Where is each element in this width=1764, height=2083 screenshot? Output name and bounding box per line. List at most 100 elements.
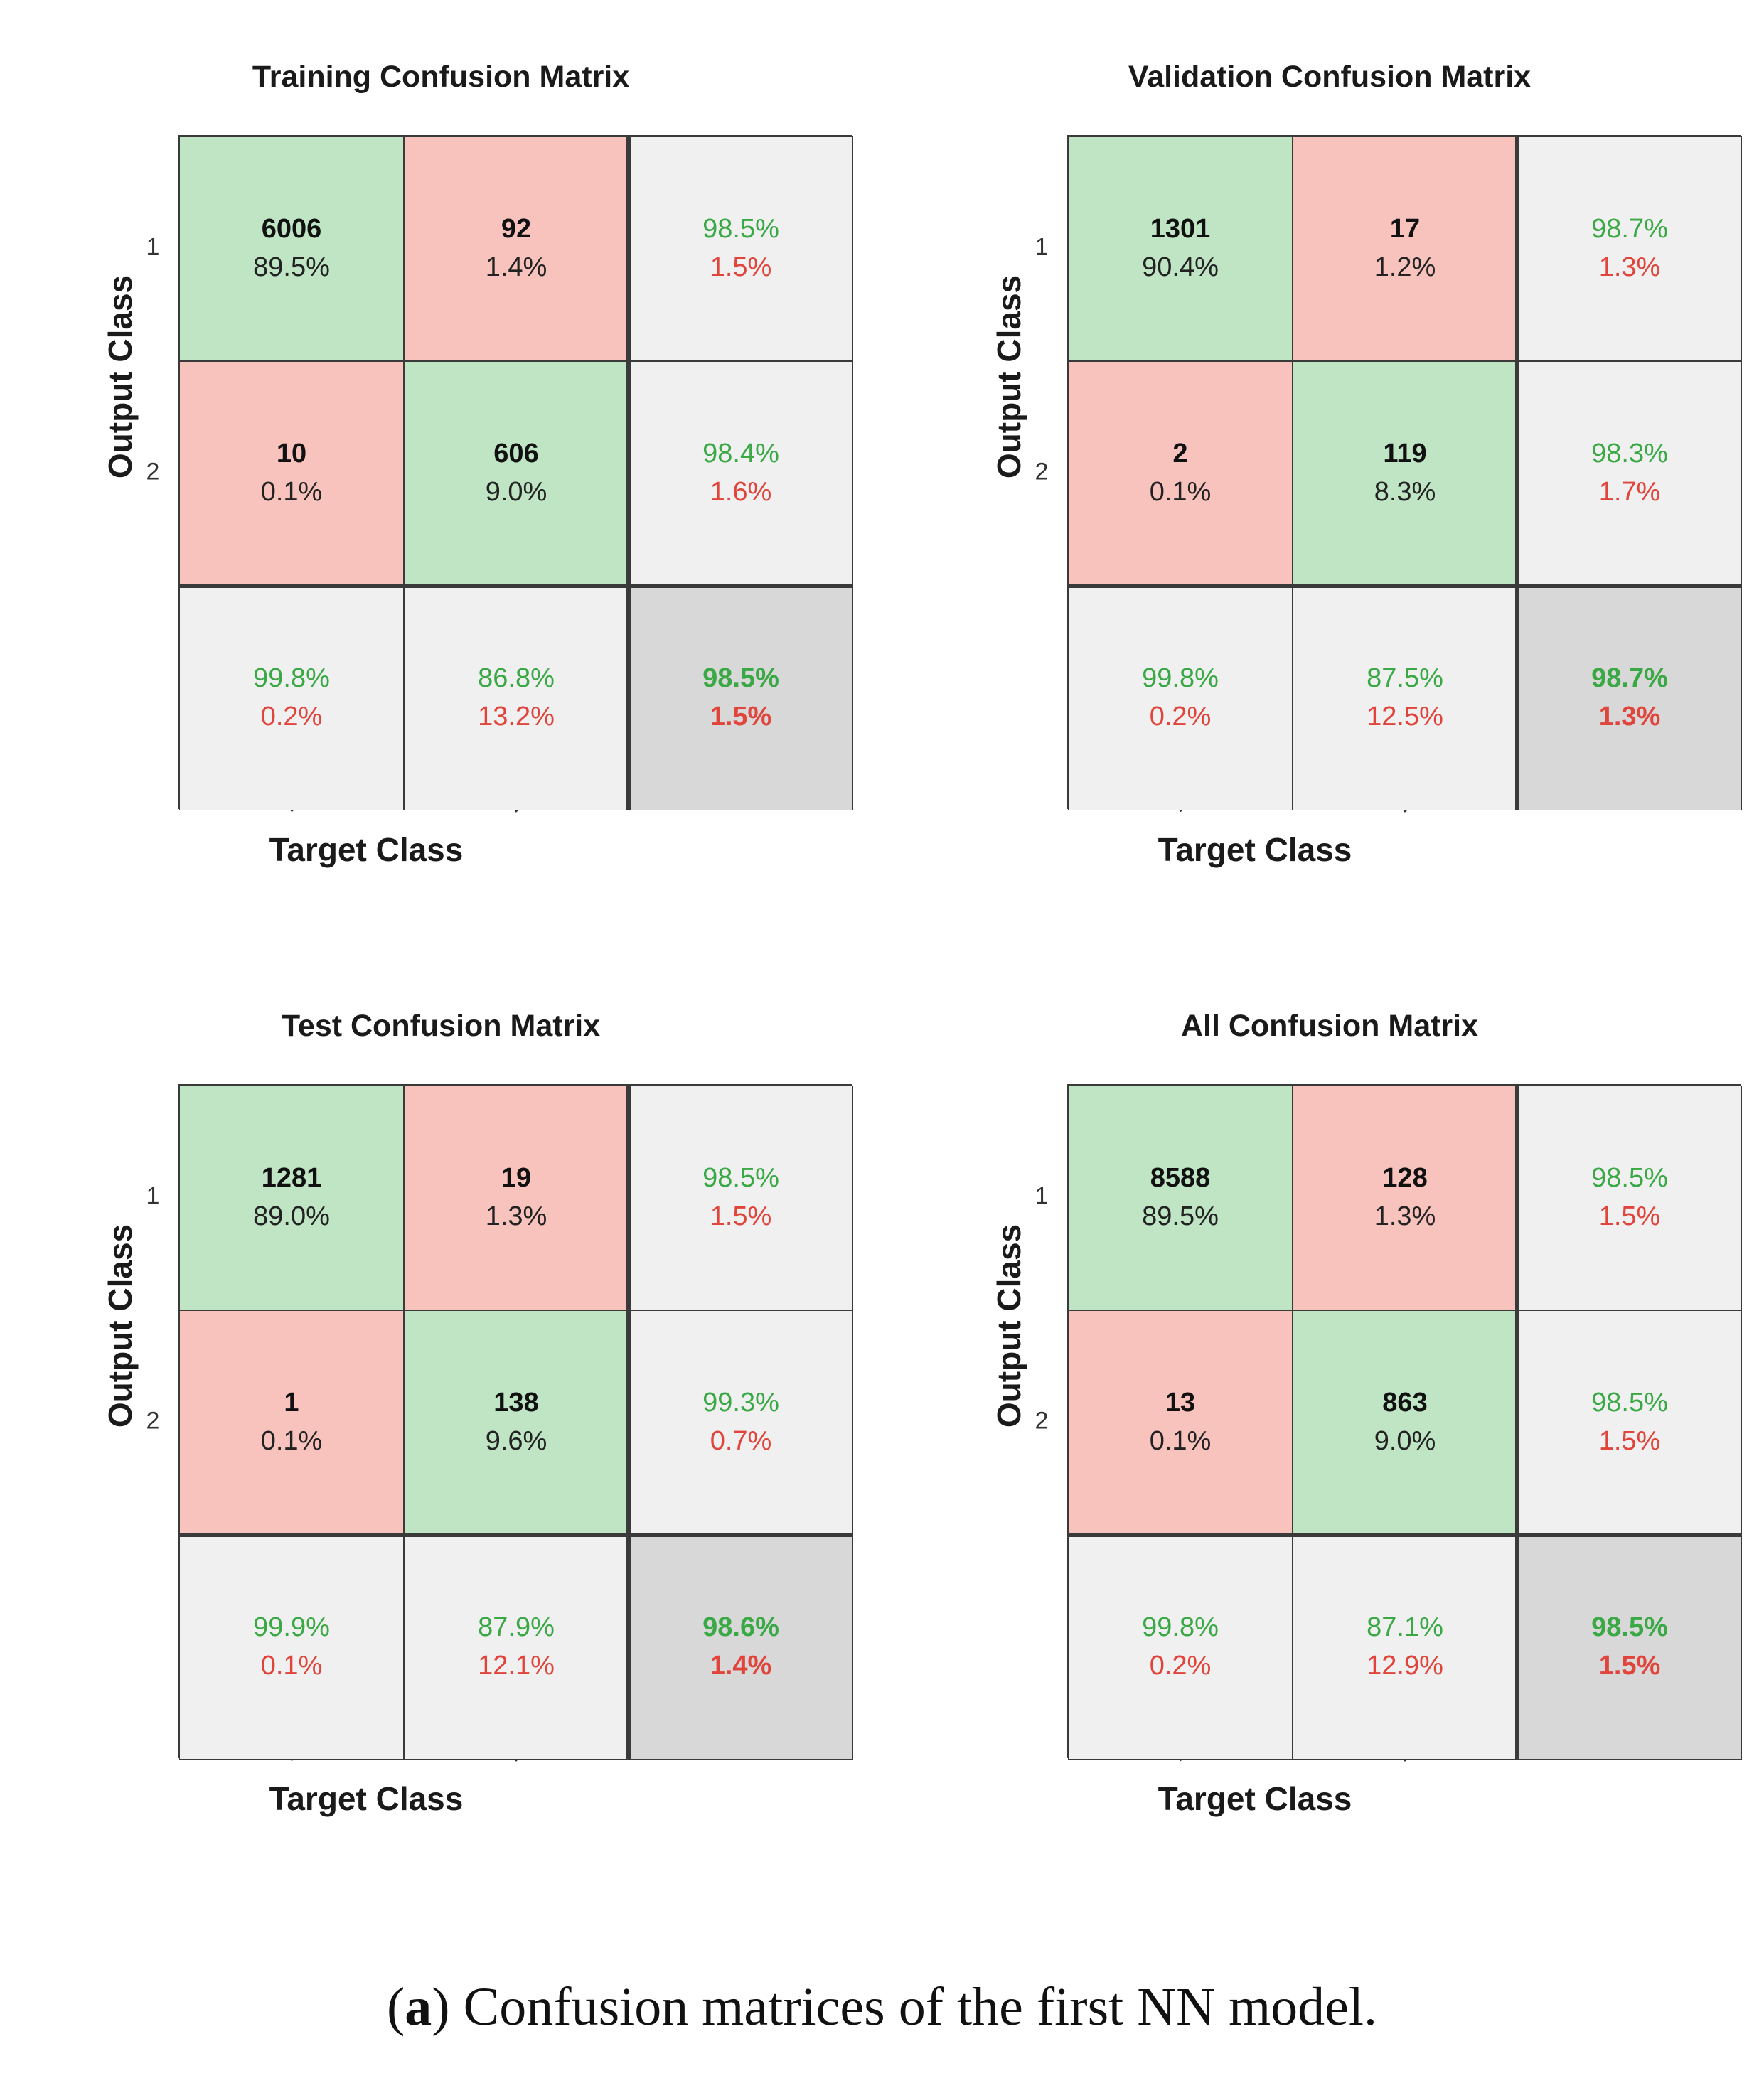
cell-primary-value: 1 [284, 1388, 299, 1418]
cell-secondary-value: 89.5% [1142, 1201, 1219, 1231]
overall-accuracy-cell: 98.7% 1.3% [1517, 586, 1742, 810]
cell-primary-value: 17 [1389, 214, 1421, 244]
y-tick-label: 2 [1035, 1407, 1049, 1435]
cell-secondary-value: 12.5% [1367, 702, 1443, 732]
confusion-matrix-panel: Validation Confusion Matrix Output Class T… [921, 36, 1742, 889]
column-summary-cell: 99.8% 0.2% [1068, 586, 1293, 810]
cell-secondary-value: 1.6% [710, 477, 772, 507]
cell-primary-value: 13 [1165, 1388, 1196, 1418]
cell-primary-value: 98.5% [702, 1163, 779, 1193]
misclassified-count-cell: 10 0.1% [179, 361, 404, 586]
misclassified-count-cell: 92 1.4% [404, 136, 629, 361]
cell-primary-value: 98.4% [702, 439, 779, 468]
cell-secondary-value: 9.0% [485, 477, 547, 507]
cell-primary-value: 98.5% [702, 663, 779, 693]
cell-secondary-value: 1.2% [1374, 252, 1436, 282]
summary-divider-vertical [626, 136, 631, 810]
cell-primary-value: 1301 [1150, 214, 1211, 244]
cell-secondary-value: 9.6% [485, 1426, 547, 1456]
column-summary-cell: 86.8% 13.2% [404, 586, 629, 810]
column-summary-cell: 99.8% 0.2% [1068, 1535, 1293, 1760]
cell-secondary-value: 1.4% [485, 252, 547, 282]
cell-secondary-value: 1.3% [1374, 1201, 1436, 1231]
cell-primary-value: 98.5% [702, 214, 779, 244]
confusion-matrix-panel: Test Confusion Matrix Output Class Target … [32, 985, 853, 1838]
column-summary-cell: 87.5% 12.5% [1293, 586, 1517, 810]
cell-primary-value: 99.8% [253, 663, 330, 693]
cell-primary-value: 98.5% [1591, 1388, 1668, 1418]
misclassified-count-cell: 128 1.3% [1293, 1086, 1517, 1310]
cell-primary-value: 98.6% [702, 1612, 779, 1642]
cell-secondary-value: 1.5% [1598, 1651, 1661, 1681]
cell-secondary-value: 12.9% [1367, 1651, 1443, 1681]
overall-accuracy-cell: 98.5% 1.5% [629, 586, 853, 810]
row-summary-cell: 98.7% 1.3% [1517, 136, 1742, 361]
correct-count-cell: 863 9.0% [1293, 1310, 1517, 1535]
correct-count-cell: 1281 89.0% [179, 1086, 404, 1310]
cell-secondary-value: 1.5% [1598, 1201, 1661, 1231]
row-summary-cell: 98.5% 1.5% [1517, 1310, 1742, 1535]
column-summary-cell: 99.8% 0.2% [179, 586, 404, 810]
cell-secondary-value: 12.1% [478, 1651, 555, 1681]
column-summary-cell: 87.1% 12.9% [1293, 1535, 1517, 1760]
chart-title: All Confusion Matrix [1180, 1009, 1479, 1043]
cell-secondary-value: 0.1% [260, 477, 323, 507]
cell-primary-value: 98.7% [1591, 214, 1668, 244]
cell-secondary-value: 89.0% [253, 1201, 330, 1231]
cell-secondary-value: 0.1% [1149, 1426, 1212, 1456]
summary-divider-vertical [1515, 1086, 1519, 1760]
column-summary-cell: 99.9% 0.1% [179, 1535, 404, 1760]
misclassified-count-cell: 19 1.3% [404, 1086, 629, 1310]
matrix-grid: 6006 89.5% 92 1.4% 98.5% 1.5% 10 0.1% 606 9.0% 98.… [178, 135, 853, 810]
cell-secondary-value: 0.1% [260, 1426, 323, 1456]
cell-primary-value: 138 [493, 1388, 539, 1418]
matrix-grid: 8588 89.5% 128 1.3% 98.5% 1.5% 13 0.1% 863 9.0% 98… [1067, 1084, 1742, 1760]
confusion-matrix-panel: Training Confusion Matrix Output Class Tar… [32, 36, 853, 889]
cell-secondary-value: 1.3% [1598, 252, 1661, 282]
cell-secondary-value: 0.2% [1149, 702, 1212, 732]
summary-divider-vertical [626, 1086, 631, 1760]
cell-secondary-value: 90.4% [1142, 252, 1219, 282]
y-axis-label: Output Class [990, 1223, 1027, 1428]
caption-label: a [405, 1977, 432, 2037]
column-summary-cell: 87.9% 12.1% [404, 1535, 629, 1760]
row-summary-cell: 98.5% 1.5% [1517, 1086, 1742, 1310]
row-summary-cell: 98.3% 1.7% [1517, 361, 1742, 586]
y-axis-label: Output Class [102, 1223, 139, 1428]
summary-divider-horizontal [1068, 584, 1742, 588]
cell-primary-value: 6006 [261, 214, 322, 244]
cell-primary-value: 2 [1172, 439, 1188, 468]
x-axis-label: Target Class [1158, 1780, 1352, 1817]
correct-count-cell: 1301 90.4% [1068, 136, 1293, 361]
y-axis-label: Output Class [102, 274, 139, 479]
cell-secondary-value: 89.5% [253, 252, 330, 282]
cell-secondary-value: 9.0% [1374, 1426, 1436, 1456]
cell-secondary-value: 0.2% [1149, 1651, 1212, 1681]
cell-primary-value: 119 [1383, 439, 1427, 468]
row-summary-cell: 99.3% 0.7% [629, 1310, 853, 1535]
cell-primary-value: 98.5% [1591, 1612, 1668, 1642]
correct-count-cell: 606 9.0% [404, 361, 629, 586]
summary-divider-horizontal [1068, 1533, 1742, 1537]
cell-secondary-value: 0.1% [260, 1651, 323, 1681]
correct-count-cell: 8588 89.5% [1068, 1086, 1293, 1310]
cell-secondary-value: 1.5% [1598, 1426, 1661, 1456]
cell-secondary-value: 1.7% [1598, 477, 1661, 507]
summary-divider-horizontal [179, 584, 853, 588]
y-tick-label: 2 [1035, 458, 1049, 486]
misclassified-count-cell: 2 0.1% [1068, 361, 1293, 586]
cell-primary-value: 606 [493, 439, 539, 468]
cell-secondary-value: 1.5% [710, 1201, 772, 1231]
row-summary-cell: 98.4% 1.6% [629, 361, 853, 586]
cell-primary-value: 1281 [261, 1163, 322, 1193]
confusion-matrix-panel: All Confusion Matrix Output Class Target C… [921, 985, 1742, 1838]
caption-text: Confusion matrices of the first NN model… [449, 1977, 1378, 2037]
cell-secondary-value: 1.4% [710, 1651, 772, 1681]
y-tick-label: 1 [146, 233, 160, 261]
cell-primary-value: 92 [501, 214, 532, 244]
cell-secondary-value: 0.7% [710, 1426, 772, 1456]
x-axis-label: Target Class [1158, 831, 1352, 868]
cell-secondary-value: 0.2% [260, 702, 323, 732]
cell-primary-value: 99.9% [253, 1612, 330, 1642]
misclassified-count-cell: 1 0.1% [179, 1310, 404, 1535]
